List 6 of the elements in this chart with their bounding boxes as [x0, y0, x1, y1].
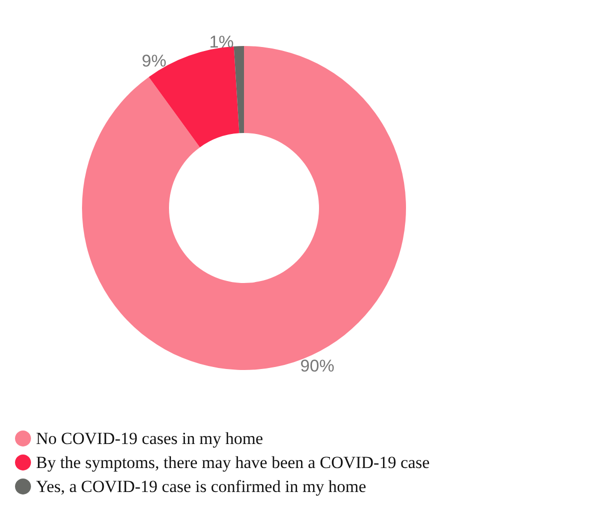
- data-label: 90%: [300, 356, 334, 376]
- data-label: 1%: [209, 32, 234, 52]
- legend-label: By the symptoms, there may have been a COVID-19 case: [36, 453, 430, 472]
- legend-label: No COVID-19 cases in my home: [36, 429, 264, 448]
- data-label: 9%: [142, 52, 166, 71]
- legend-label: Yes, a COVID-19 case is confirmed in my home: [36, 477, 366, 496]
